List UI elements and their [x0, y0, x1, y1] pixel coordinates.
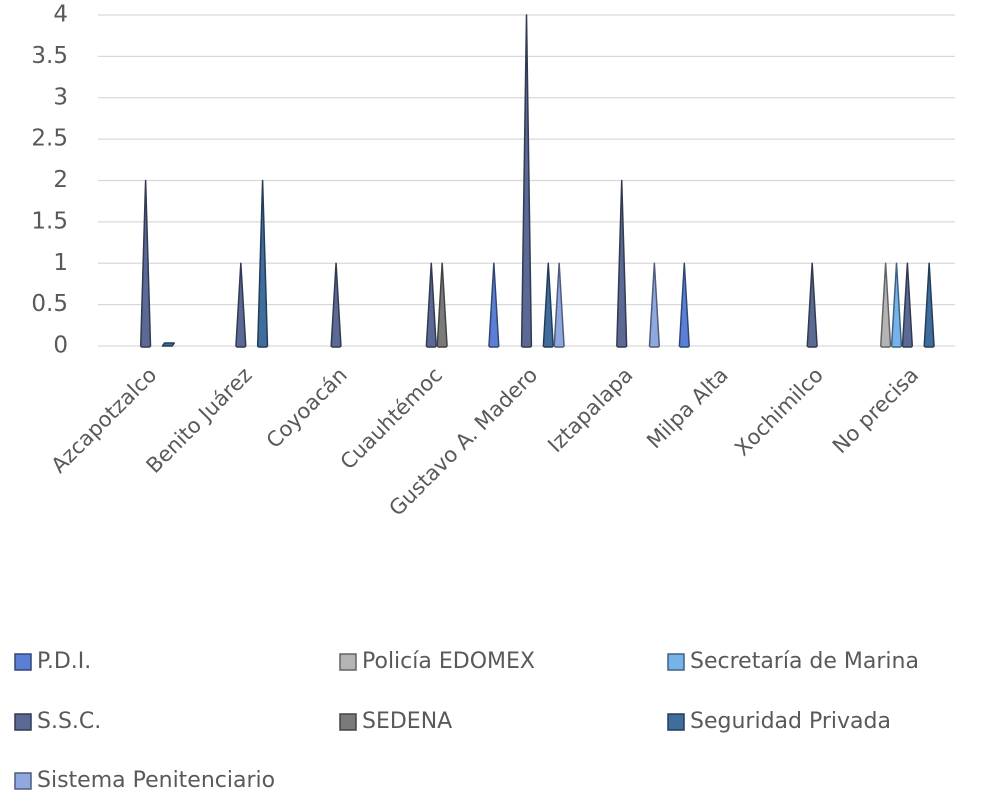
pyramid [806, 262, 818, 348]
legend: P.D.I. Policía EDOMEX Secretaría de Marina… [14, 649, 919, 793]
pyramid [901, 262, 914, 348]
pyramid [520, 14, 533, 348]
pyramid [256, 179, 269, 348]
legend-label: Policía EDOMEX [362, 649, 535, 674]
y-tick-label: 3.5 [31, 43, 68, 69]
pyramid [648, 262, 661, 348]
y-tick-label: 2.5 [31, 126, 68, 152]
x-tick-label: No precisa [828, 363, 923, 458]
x-tick-label: Coyoacán [262, 363, 352, 453]
pyramid [553, 262, 565, 348]
legend-swatch [667, 653, 685, 671]
pyramid [436, 262, 448, 348]
x-tick-label: Iztapalapa [543, 363, 637, 457]
legend-swatch [339, 713, 357, 731]
y-tick-label: 3 [53, 84, 68, 110]
legend-label: SEDENA [362, 709, 452, 734]
legend-label: Sistema Penitenciario [37, 768, 275, 793]
legend-label: Secretaría de Marina [690, 649, 919, 674]
pyramid [235, 262, 247, 348]
pyramid [161, 342, 176, 347]
legend-label: S.S.C. [37, 709, 101, 734]
pyramid [139, 179, 152, 348]
legend-label: P.D.I. [37, 649, 91, 674]
pyramid [330, 262, 342, 348]
pyramid [890, 262, 903, 348]
y-tick-label: 0 [53, 333, 68, 359]
legend-swatch [339, 653, 357, 671]
legend-swatch [14, 713, 32, 731]
pyramid [488, 262, 500, 348]
y-tick-label: 0.5 [31, 291, 68, 317]
legend-swatch [667, 713, 685, 731]
legend-swatch [14, 772, 32, 790]
y-tick-label: 4 [53, 2, 68, 28]
pyramid [425, 262, 437, 348]
y-tick-label: 1.5 [31, 208, 68, 234]
pyramid [678, 262, 690, 348]
marks [139, 14, 935, 348]
pyramid [542, 262, 554, 348]
pyramid [879, 262, 892, 348]
pyramid [923, 262, 935, 348]
x-tick-label: Xochimilco [730, 363, 828, 461]
y-tick-label: 2 [53, 167, 68, 193]
pyramid [616, 179, 628, 348]
legend-swatch [14, 653, 32, 671]
y-tick-label: 1 [53, 250, 68, 276]
x-tick-label: Milpa Alta [642, 363, 732, 453]
legend-label: Seguridad Privada [690, 709, 891, 734]
